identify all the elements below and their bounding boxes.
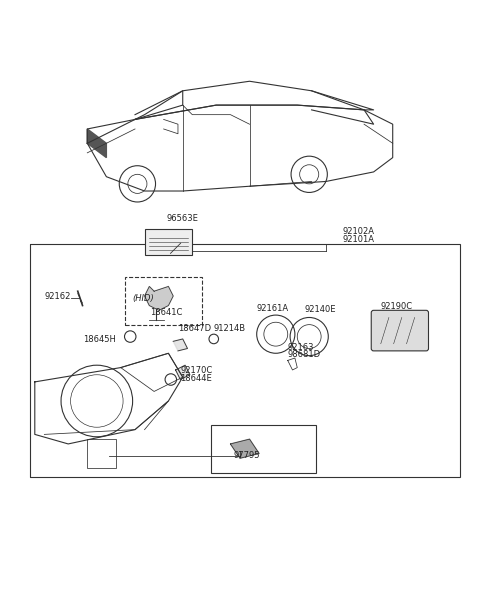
Text: 18647D: 18647D <box>178 324 211 333</box>
Text: (HID): (HID) <box>132 294 155 303</box>
Bar <box>125 277 202 324</box>
Bar <box>30 243 459 477</box>
Polygon shape <box>230 439 259 458</box>
Text: 92101A: 92101A <box>343 236 374 244</box>
Text: 91214B: 91214B <box>214 324 246 333</box>
Bar <box>87 439 116 468</box>
Bar <box>144 229 192 255</box>
Text: 92162: 92162 <box>44 292 71 301</box>
Text: 92163: 92163 <box>288 343 314 352</box>
Text: 92102A: 92102A <box>343 227 374 236</box>
Text: 92161A: 92161A <box>257 304 289 313</box>
Polygon shape <box>87 129 107 157</box>
FancyBboxPatch shape <box>371 310 429 351</box>
Text: 92190C: 92190C <box>381 303 413 311</box>
Polygon shape <box>176 365 190 379</box>
Text: 18641C: 18641C <box>150 308 182 317</box>
Text: 97795: 97795 <box>234 451 261 460</box>
Polygon shape <box>144 287 173 310</box>
Polygon shape <box>173 339 188 351</box>
Text: 96563E: 96563E <box>167 214 199 223</box>
Text: 18645H: 18645H <box>83 336 116 345</box>
Text: 92140E: 92140E <box>304 305 336 314</box>
Text: 18644E: 18644E <box>180 374 212 383</box>
Bar <box>211 425 316 472</box>
Text: 92170C: 92170C <box>180 366 213 375</box>
Text: 98681D: 98681D <box>288 350 321 359</box>
